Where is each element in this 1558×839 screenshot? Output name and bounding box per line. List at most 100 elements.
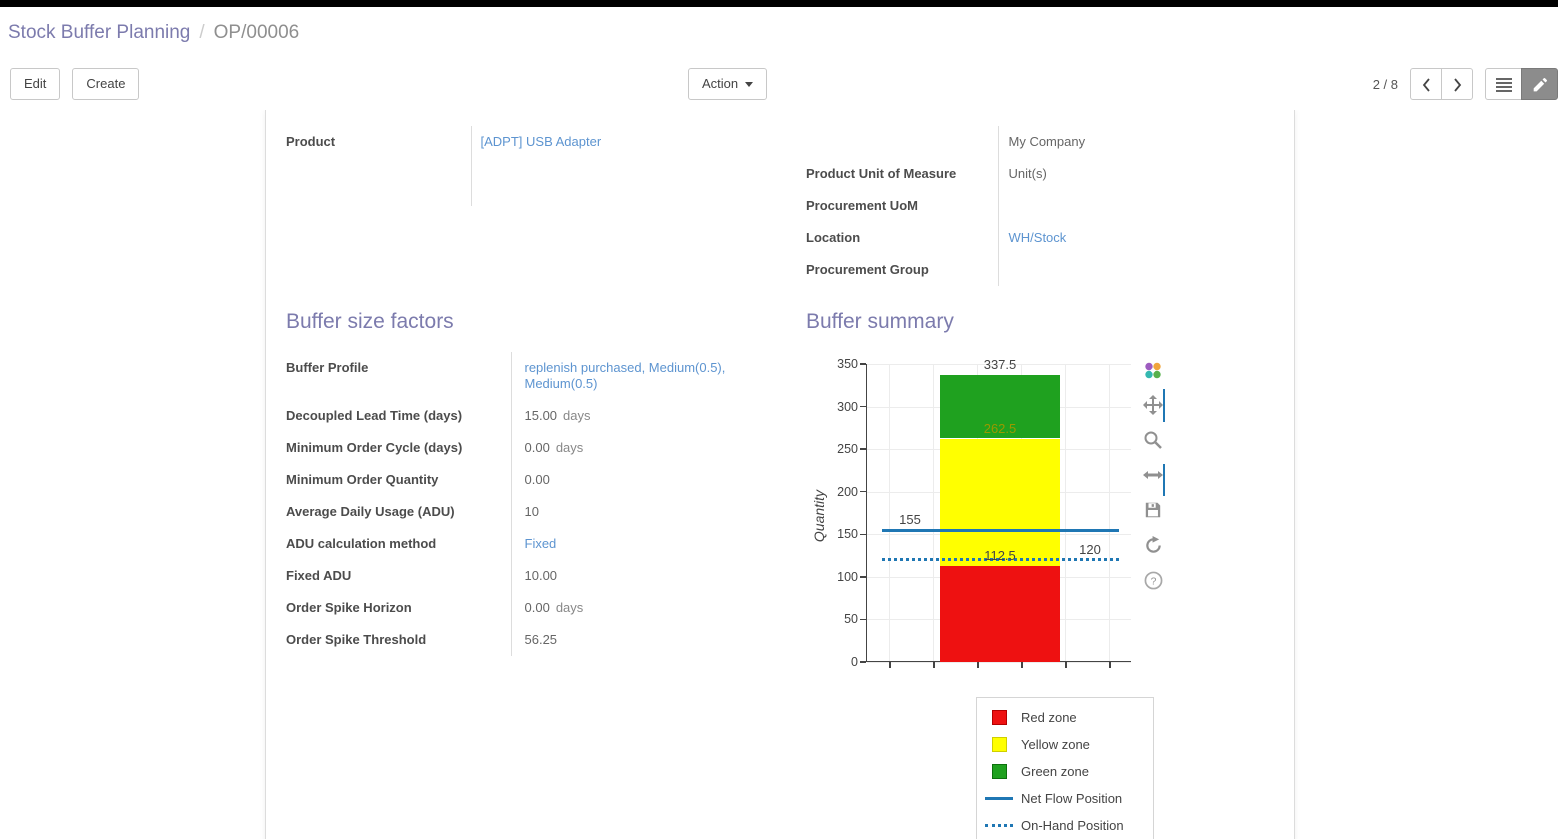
- reset-axes-icon[interactable]: [1142, 535, 1164, 555]
- product-link[interactable]: [ADPT] USB Adapter: [480, 134, 602, 149]
- chart-modebar: ?: [1141, 360, 1165, 590]
- field-row-company-clipped: My Company: [806, 126, 1274, 158]
- form-view-button[interactable]: [1521, 68, 1558, 100]
- red-zone-bar: [940, 566, 1060, 662]
- procurement-fields-table: My Company Product Unit of Measure Unit(…: [806, 126, 1274, 286]
- legend-item-green-zone[interactable]: Green zone: [977, 758, 1153, 785]
- breadcrumb-parent-link[interactable]: Stock Buffer Planning: [8, 22, 191, 43]
- modebar-accent-bar: [1163, 389, 1165, 422]
- form-scroll-area: Product [ADPT] USB Adapter My Company Pr…: [0, 110, 1558, 839]
- plotly-logo-icon[interactable]: [1142, 360, 1164, 380]
- legend-item-red-zone[interactable]: Red zone: [977, 704, 1153, 731]
- adu-value: 10: [524, 504, 539, 519]
- view-switcher: [1485, 68, 1558, 100]
- company-value: My Company: [1008, 134, 1086, 149]
- top-menu-bar: [0, 0, 1558, 7]
- min-order-cycle-label: Minimum Order Cycle (days): [286, 432, 512, 464]
- edit-button[interactable]: Edit: [10, 68, 61, 100]
- buffer-summary-title: Buffer summary: [806, 310, 954, 333]
- order-spike-threshold-value: 56.25: [524, 632, 558, 647]
- field-row-product-uom: Product Unit of Measure Unit(s): [806, 158, 1274, 190]
- annotation-262.5: 262.5: [983, 420, 1017, 436]
- field-row-order-spike-threshold: Order Spike Threshold 56.25: [286, 624, 771, 656]
- svg-text:?: ?: [1150, 576, 1156, 587]
- buffer-profile-label: Buffer Profile: [286, 352, 512, 400]
- list-view-button[interactable]: [1485, 68, 1522, 100]
- help-icon[interactable]: ?: [1142, 570, 1164, 590]
- min-order-qty-label: Minimum Order Quantity: [286, 464, 512, 496]
- plot-area[interactable]: 337.5 262.5 155 112.5 120: [860, 357, 1131, 668]
- order-spike-threshold-label: Order Spike Threshold: [286, 624, 512, 656]
- breadcrumb-separator: /: [199, 22, 205, 43]
- field-row-adu-method: ADU calculation method Fixed: [286, 528, 771, 560]
- dlt-value: 15.00: [524, 408, 558, 423]
- y-tick-label: 100: [837, 569, 858, 584]
- save-icon[interactable]: [1142, 500, 1164, 520]
- on-hand-position-line: [882, 558, 1119, 562]
- annotation-337.5: 337.5: [983, 356, 1017, 372]
- legend-item-yellow-zone[interactable]: Yellow zone: [977, 731, 1153, 758]
- fixed-adu-value: 10.00: [524, 568, 558, 583]
- field-row-procurement-uom: Procurement UoM: [806, 190, 1274, 222]
- adu-method-label: ADU calculation method: [286, 528, 512, 560]
- y-axis-ticks: 0 50 100 150 200 250 300 350: [811, 357, 858, 669]
- field-row-min-order-cycle: Minimum Order Cycle (days) 0.00 days: [286, 432, 771, 464]
- y-tick-label: 350: [837, 357, 858, 371]
- y-tick-label: 150: [837, 527, 858, 542]
- adu-method-link[interactable]: Fixed: [524, 536, 557, 551]
- breadcrumb: Stock Buffer Planning / OP/00006: [0, 7, 1558, 56]
- control-panel: Edit Create Action 2 / 8: [0, 56, 1558, 110]
- pager-next-button[interactable]: [1441, 68, 1473, 100]
- legend-label: Green zone: [1021, 764, 1089, 779]
- procurement-group-label: Procurement Group: [806, 254, 999, 286]
- field-row-dlt: Decoupled Lead Time (days) 15.00 days: [286, 400, 771, 432]
- annotation-112.5: 112.5: [984, 548, 1016, 564]
- action-dropdown-button[interactable]: Action: [688, 68, 768, 100]
- min-order-cycle-unit: days: [555, 440, 584, 455]
- field-row-procurement-group: Procurement Group: [806, 254, 1274, 286]
- modebar-accent-bar: [1163, 464, 1165, 496]
- dlt-unit: days: [563, 408, 591, 423]
- y-tick-label: 0: [851, 655, 858, 669]
- legend-label: Yellow zone: [1021, 737, 1090, 752]
- net-flow-position-line: [882, 528, 1119, 532]
- field-row-fixed-adu: Fixed ADU 10.00: [286, 560, 771, 592]
- buffer-summary-chart: Quantity 0 50 100 150 200 250 300 350 337.5 262.…: [811, 352, 1171, 839]
- field-row-order-spike-horizon: Order Spike Horizon 0.00 days: [286, 592, 771, 624]
- legend-item-net-flow-position[interactable]: Net Flow Position: [977, 785, 1153, 812]
- legend-swatch: [983, 824, 1015, 827]
- action-dropdown-label: Action: [702, 76, 739, 91]
- product-uom-value: Unit(s): [1008, 166, 1047, 181]
- legend-swatch: [983, 737, 1015, 752]
- location-link[interactable]: WH/Stock: [1008, 230, 1067, 245]
- product-fields-table: Product [ADPT] USB Adapter: [286, 126, 771, 206]
- company-label: [806, 126, 999, 158]
- min-order-cycle-value: 0.00: [524, 440, 550, 455]
- location-label: Location: [806, 222, 999, 254]
- y-tick-label: 200: [837, 484, 858, 499]
- legend-swatch: [983, 797, 1015, 800]
- buffer-factors-table: Buffer Profile replenish purchased, Medi…: [286, 352, 771, 656]
- pager-value[interactable]: 2 / 8: [1372, 76, 1398, 92]
- zoom-icon[interactable]: [1142, 430, 1164, 450]
- y-tick-label: 300: [837, 399, 858, 414]
- min-order-qty-value: 0.00: [524, 472, 550, 487]
- yellow-zone-bar: [940, 438, 1060, 567]
- green-zone-bar: [940, 374, 1060, 439]
- product-label: Product: [286, 126, 472, 158]
- legend-swatch: [983, 764, 1015, 779]
- buffer-size-factors-title: Buffer size factors: [286, 310, 454, 333]
- procurement-uom-value: [998, 190, 1274, 222]
- pager-previous-button[interactable]: [1410, 68, 1442, 100]
- create-button[interactable]: Create: [72, 68, 140, 100]
- y-tick-label: 50: [844, 612, 858, 627]
- dlt-label: Decoupled Lead Time (days): [286, 400, 512, 432]
- legend-item-on-hand-position[interactable]: On-Hand Position: [977, 812, 1153, 839]
- pan-icon[interactable]: [1142, 395, 1164, 415]
- chevron-right-icon: [1453, 76, 1462, 92]
- y-tick-label: 250: [837, 442, 858, 457]
- legend-label: Red zone: [1021, 710, 1077, 725]
- autoscale-icon[interactable]: [1142, 465, 1164, 485]
- field-row-product: Product [ADPT] USB Adapter: [286, 126, 771, 158]
- buffer-profile-link[interactable]: replenish purchased, Medium(0.5), Medium…: [524, 360, 726, 391]
